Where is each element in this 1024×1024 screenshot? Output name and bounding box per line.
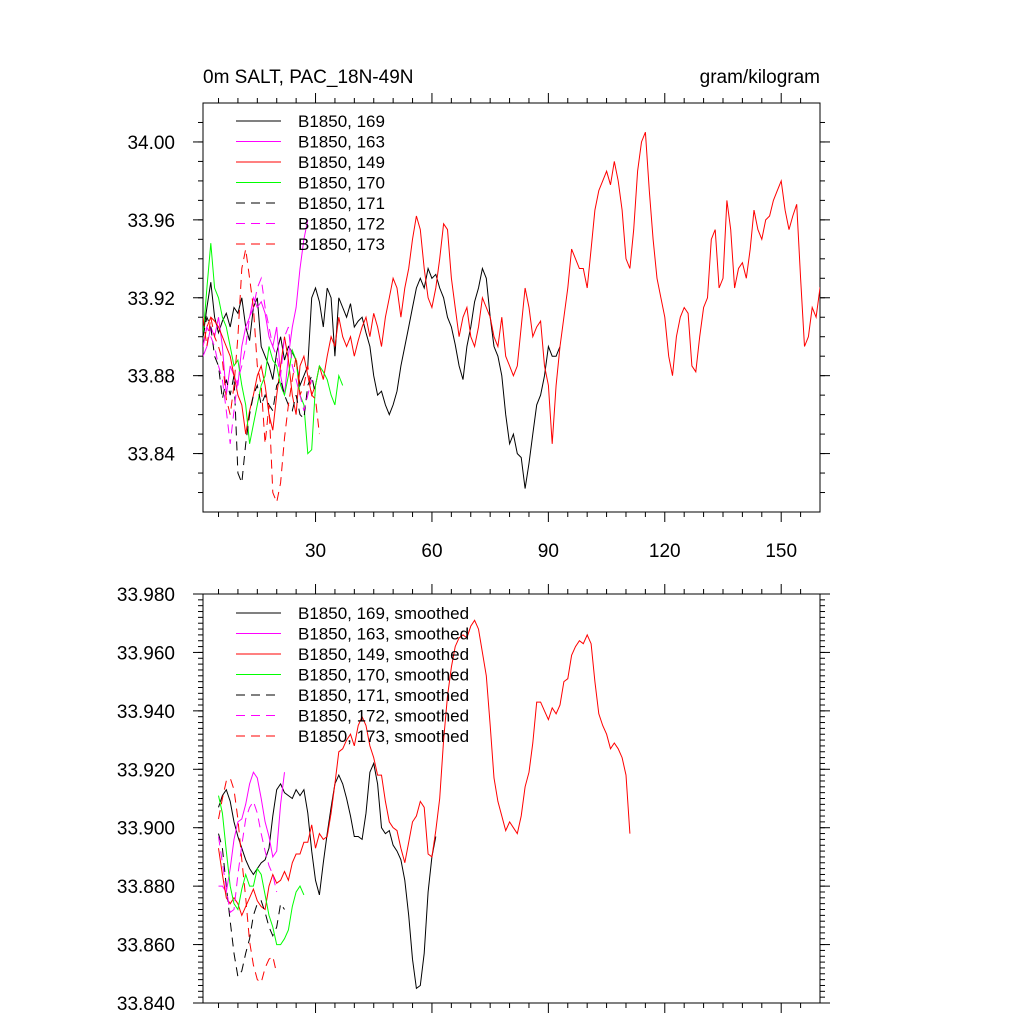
y-tick-label: 33.88 (127, 367, 175, 388)
series-line-1 (203, 219, 309, 396)
y-tick-label: 33.840 (117, 994, 175, 1015)
legend-label: B1850, 169 (298, 112, 385, 131)
bottom-panel: 33.840 33.860 33.880 33.900 33.920 33.940 33.9… (117, 584, 830, 1015)
legend-label: B1850, 149 (298, 153, 385, 172)
legend-label: B1850, 172 (298, 215, 385, 234)
x-tick-label: 150 (765, 541, 797, 562)
y-tick-label: 33.920 (117, 760, 175, 781)
units-label: gram/kilogram (700, 67, 820, 88)
series-line-5 (203, 276, 313, 444)
series-line-2 (203, 132, 820, 444)
series-line-3 (203, 243, 344, 455)
legend-label: B1850, 171, smoothed (298, 686, 469, 705)
plot-frame (202, 102, 821, 513)
legend-label: B1850, 170 (298, 174, 385, 193)
series-line-5 (218, 800, 278, 914)
chart-title: 0m SALT, PAC_18N-49N (203, 67, 414, 88)
legend-label: B1850, 149, smoothed (298, 645, 469, 664)
legend-label: B1850, 169, smoothed (298, 604, 469, 623)
legend-label: B1850, 171 (298, 194, 385, 213)
x-tick-label: 90 (538, 541, 559, 562)
plot-frame (202, 593, 821, 1004)
series-line-2 (218, 619, 631, 917)
y-tick-label: 33.880 (117, 877, 175, 898)
x-tick-label: 30 (305, 541, 326, 562)
legend-label: B1850, 172, smoothed (298, 707, 469, 726)
legend-label: B1850, 173 (298, 235, 385, 254)
legend: B1850, 169, smoothed B1850, 163, smoothed… (236, 604, 469, 746)
series-line-1 (218, 771, 285, 894)
y-tick-label: 33.980 (117, 585, 175, 606)
series-line-4 (203, 315, 316, 483)
series-line-6 (218, 777, 278, 984)
top-panel: 30 60 90 120 150 33.84 33.88 33.92 33.96 34.00 B18… (127, 93, 830, 562)
series-line-6 (203, 249, 320, 505)
y-tick-label: 33.860 (117, 936, 175, 957)
legend-label: B1850, 163, smoothed (298, 625, 469, 644)
y-tick-label: 34.00 (127, 133, 175, 154)
y-tick-label: 33.84 (127, 445, 175, 466)
series-line-3 (218, 795, 305, 946)
series-line-4 (218, 833, 285, 979)
y-tick-label: 33.900 (117, 819, 175, 840)
y-tick-label: 33.92 (127, 289, 175, 310)
legend-label: B1850, 170, smoothed (298, 666, 469, 685)
y-tick-label: 33.96 (127, 211, 175, 232)
y-tick-label: 33.960 (117, 643, 175, 664)
x-tick-label: 60 (421, 541, 442, 562)
legend-label: B1850, 173, smoothed (298, 727, 469, 746)
x-tick-label: 120 (649, 541, 681, 562)
y-tick-label: 33.940 (117, 702, 175, 723)
series-line-0 (203, 266, 561, 489)
legend-label: B1850, 163 (298, 133, 385, 152)
series-line-0 (218, 761, 437, 990)
